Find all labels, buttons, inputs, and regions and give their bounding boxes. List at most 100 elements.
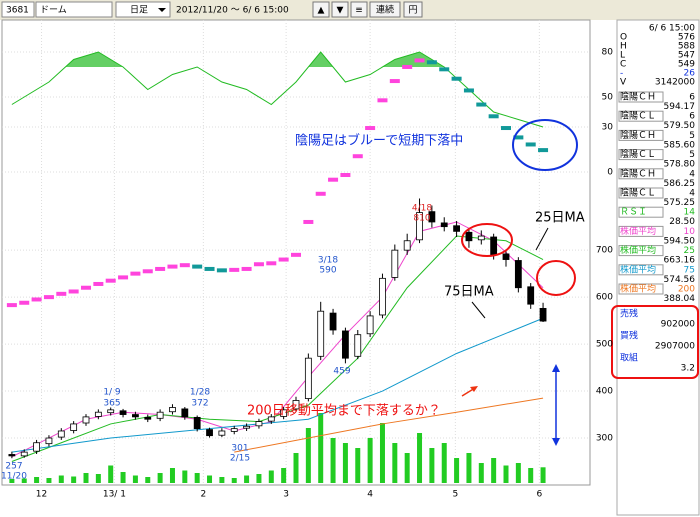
yinyang-block	[192, 264, 203, 269]
dropdown-arrow	[158, 8, 166, 12]
side-panel-items: 6/ 6 15:00 O 576 H 588 L 547 C 549 - 26 V 3142000 陰陽Ｃ…	[618, 24, 696, 374]
button-label: ▼	[337, 6, 344, 16]
period-select[interactable]	[115, 1, 171, 18]
indicator-label-box	[618, 91, 664, 103]
toolbar-button[interactable]	[369, 1, 401, 18]
x-tick-label: 6	[536, 490, 542, 500]
toolbar-button[interactable]	[403, 1, 423, 18]
candle-body	[132, 414, 139, 418]
volume-bar	[318, 413, 324, 483]
arrow-head	[470, 386, 478, 392]
point-value: 810	[413, 214, 430, 224]
yinyang-block	[414, 58, 425, 63]
volume-bar	[58, 475, 64, 483]
volume-bar	[281, 468, 287, 483]
candle-body	[304, 357, 312, 399]
indicator-param: 5	[689, 150, 695, 160]
volume-bar	[466, 453, 472, 483]
indicator-label: 陰陽ＣＨ	[620, 130, 656, 141]
indicator-label: 株価平均	[620, 225, 656, 237]
yinyang-block	[377, 98, 388, 103]
indicator-value: 578.80	[664, 160, 696, 170]
yinyang-block	[266, 261, 277, 266]
candle-body	[416, 212, 423, 241]
y-tick-label: 600	[596, 293, 613, 303]
point-date: 1/ 9	[103, 388, 121, 398]
candle-body	[255, 421, 263, 427]
point-date: 2/15	[230, 454, 250, 464]
candle-body	[354, 334, 362, 357]
volume-bar	[132, 475, 138, 483]
candle-body	[45, 437, 53, 445]
yinyang-block	[303, 219, 314, 224]
rsi-tick-label: 80	[602, 48, 614, 58]
indicator-param: 200	[678, 285, 695, 295]
point-value: 459	[333, 367, 350, 377]
volume-bar	[367, 438, 373, 483]
button-label: 円	[408, 5, 417, 16]
yinyang-block	[142, 269, 153, 274]
x-tick-label: 13/ 1	[103, 490, 126, 500]
indicator-value: 575.25	[664, 198, 696, 208]
indicator-label: 陰陽ＣＬ	[620, 188, 656, 199]
period: 日足	[130, 5, 148, 16]
indicator-value: 586.25	[664, 179, 696, 189]
indicator-value: 594.17	[664, 102, 696, 112]
indicator-value: 28.50	[669, 217, 695, 227]
yinyang-block	[118, 275, 129, 280]
volume-bar	[379, 423, 385, 483]
point-value: 372	[191, 399, 208, 409]
indicator-value: 388.04	[664, 294, 696, 304]
quote-value: 3142000	[655, 78, 695, 88]
yinyang-block	[426, 60, 437, 65]
toolbar-button[interactable]	[312, 1, 330, 18]
candle-body	[379, 277, 386, 316]
volume-bar	[219, 477, 225, 483]
yinyang-block	[19, 300, 30, 305]
volume-bar	[515, 463, 521, 483]
volume-bar	[34, 477, 40, 483]
y-tick-label: 500	[596, 340, 613, 350]
candle-body	[206, 429, 213, 437]
point-date: 11/20	[1, 472, 27, 482]
quote-label: O	[620, 33, 627, 43]
point-value: 365	[103, 399, 120, 409]
moving-average	[234, 397, 544, 453]
indicator-param: 6	[689, 112, 695, 122]
indicator-label: ＲＳＩ	[620, 208, 647, 218]
candle-body	[453, 225, 460, 232]
candle-body	[477, 235, 485, 241]
toolbar-button[interactable]	[331, 1, 349, 18]
volume-bar	[528, 468, 534, 483]
candle-body	[107, 409, 115, 414]
code-box	[1, 1, 35, 18]
toolbar-button[interactable]	[350, 1, 368, 18]
ma-pointer	[471, 301, 486, 319]
volume-bar	[145, 477, 151, 483]
volume-bar	[417, 433, 423, 483]
annotation-ellipse	[512, 119, 578, 171]
margin-value: 902000	[661, 320, 696, 330]
volume-bar	[231, 478, 237, 483]
indicator-value: 574.56	[664, 275, 696, 285]
indicator-value: 579.50	[664, 121, 696, 131]
ma-label: 75日MA	[444, 285, 494, 300]
volume-bar	[182, 470, 188, 483]
indicator-param: 25	[684, 246, 695, 256]
candle-body	[366, 315, 374, 335]
yinyang-block	[501, 126, 511, 131]
candle-body	[243, 425, 250, 429]
candle-body	[156, 411, 164, 419]
indicator-value: 663.16	[664, 256, 696, 266]
x-tick-label: 2	[200, 490, 206, 500]
candle-body	[280, 409, 288, 417]
volume-bar	[207, 475, 213, 483]
indicator-label-box	[618, 187, 664, 199]
volume-bar	[21, 478, 27, 483]
yinyang-block	[167, 264, 178, 269]
candle-body	[267, 416, 275, 422]
candle-body	[8, 454, 16, 457]
candle-body	[342, 330, 349, 359]
yinyang-block	[291, 252, 301, 257]
